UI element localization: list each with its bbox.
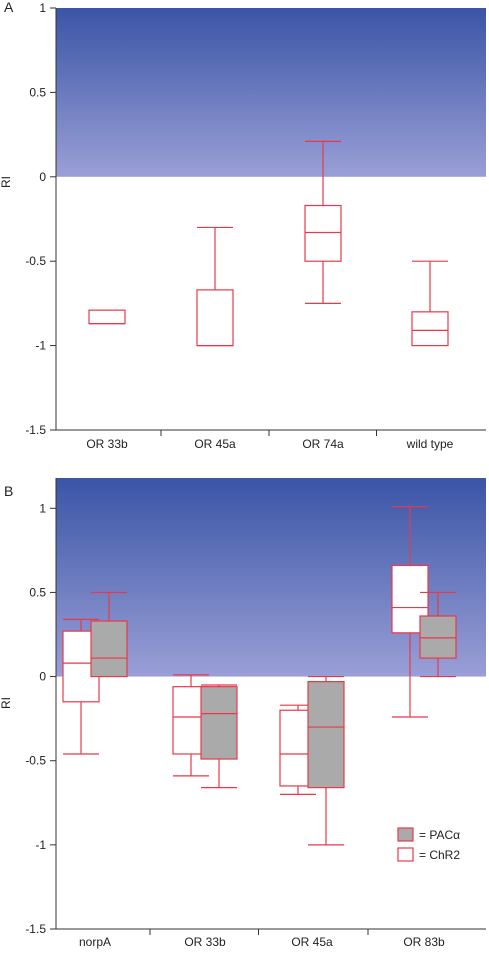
y-tick-label: 0.5 xyxy=(29,85,46,99)
y-tick-label: 1 xyxy=(39,1,46,15)
y-tick-label: -0.5 xyxy=(25,254,46,268)
x-tick-label: OR 74a xyxy=(302,437,344,451)
box xyxy=(307,681,345,789)
x-tick-label: OR 45a xyxy=(194,437,236,451)
y-tick-label: -1.5 xyxy=(25,423,46,437)
legend-swatch xyxy=(397,847,414,862)
legend-label: = PACα xyxy=(419,828,460,842)
box-plot xyxy=(411,260,449,347)
y-tick-label: 1 xyxy=(39,501,46,515)
panel-letter: B xyxy=(4,483,13,499)
legend-label: = ChR2 xyxy=(419,848,460,862)
x-tick-label: OR 33b xyxy=(86,437,128,451)
legend: = PACα = ChR2 xyxy=(397,827,460,862)
box xyxy=(304,204,342,262)
y-tick-label: -0.5 xyxy=(25,754,46,768)
y-tick-label: -1 xyxy=(35,339,46,353)
box-plot xyxy=(88,309,126,325)
box-plot xyxy=(90,591,128,678)
y-axis-label: RI xyxy=(0,176,13,188)
box xyxy=(196,289,234,347)
x-tick-label: OR 45a xyxy=(291,935,333,949)
panel-b: B 1 0.5 0 -0.5 -1 -1.5 RI norpA OR 33b OR 45a OR 83… xyxy=(0,478,486,949)
box-plot xyxy=(200,684,238,789)
box xyxy=(419,615,457,659)
y-tick-label: 0 xyxy=(39,670,46,684)
panel-a: A 1 0.5 0 -0.5 -1 -1.5 RI OR 33b OR 45a OR 74a wild… xyxy=(0,0,486,451)
panel-letter: A xyxy=(4,0,14,15)
x-tick-label: OR 83b xyxy=(403,935,445,949)
y-tick-label: -1.5 xyxy=(25,922,46,936)
x-tick-label: OR 33b xyxy=(184,935,226,949)
box xyxy=(200,686,238,760)
box xyxy=(411,311,449,347)
box-plot xyxy=(419,591,457,678)
box xyxy=(90,620,128,678)
box-plot xyxy=(196,226,234,347)
shaded-region xyxy=(56,8,486,177)
x-tick-label: norpA xyxy=(79,935,111,949)
y-tick-label: 0.5 xyxy=(29,585,46,599)
y-tick-label: -1 xyxy=(35,838,46,852)
box xyxy=(88,309,126,325)
y-tick-label: 0 xyxy=(39,170,46,184)
box-plot xyxy=(304,140,342,304)
x-tick-label: wild type xyxy=(406,437,454,451)
box-plot xyxy=(307,675,345,846)
legend-swatch xyxy=(397,827,414,842)
y-axis-label: RI xyxy=(0,697,13,709)
